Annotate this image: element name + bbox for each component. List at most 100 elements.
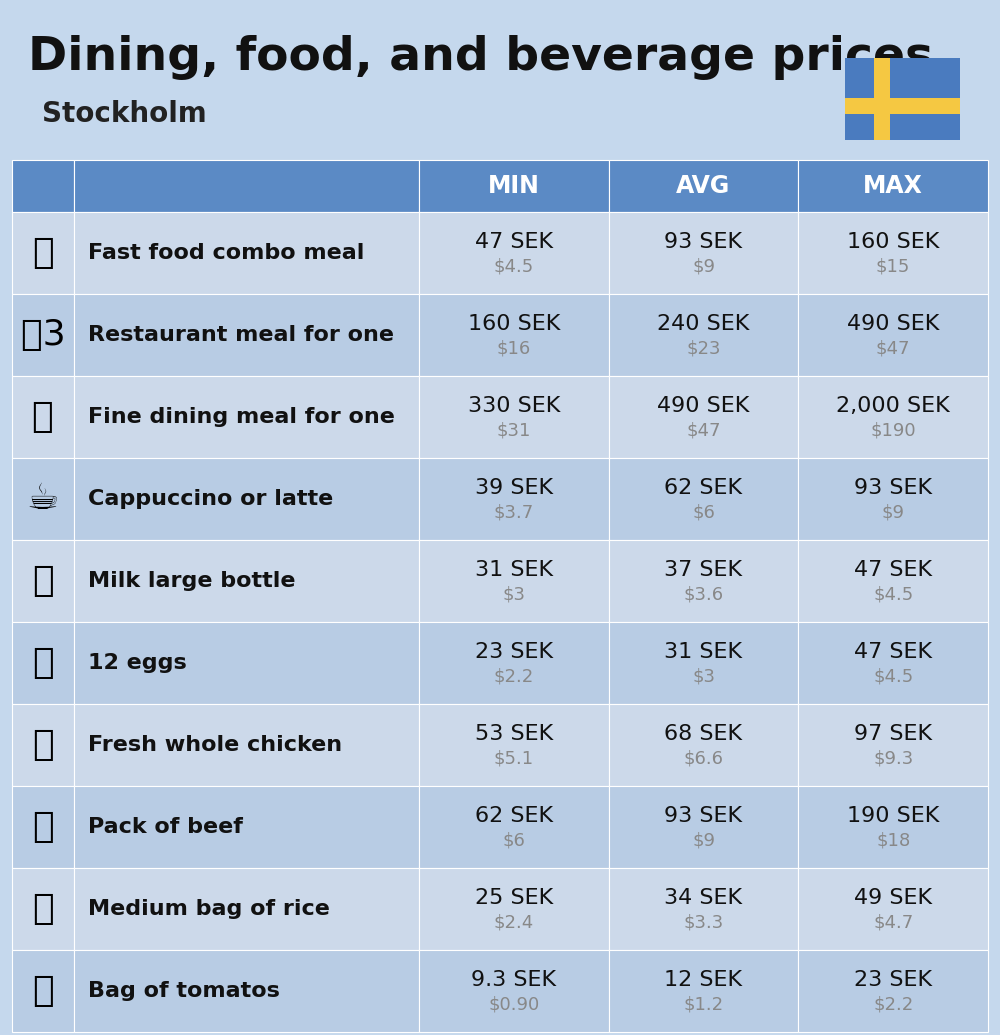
Text: Pack of beef: Pack of beef [88,817,243,837]
Bar [12,540,74,622]
Text: $6: $6 [692,503,715,521]
Text: $4.5: $4.5 [494,257,534,275]
Bar [798,704,988,786]
Bar [874,58,890,140]
Text: $23: $23 [686,339,721,357]
Bar [419,160,609,212]
Text: $3.3: $3.3 [683,913,724,932]
Text: 490 SEK: 490 SEK [847,314,939,334]
Bar [12,950,74,1032]
Bar [609,376,798,459]
Text: $9: $9 [692,257,715,275]
Text: $3.6: $3.6 [683,585,724,603]
Text: 49 SEK: 49 SEK [854,888,932,908]
Text: 🐔: 🐔 [32,728,54,762]
Text: $16: $16 [497,339,531,357]
Text: 240 SEK: 240 SEK [657,314,750,334]
Bar [12,868,74,950]
Bar [74,540,419,622]
Text: $190: $190 [870,421,916,439]
Text: $31: $31 [497,421,531,439]
Text: $9: $9 [692,831,715,849]
Bar [74,376,419,459]
Text: $15: $15 [876,257,910,275]
Text: Fast food combo meal: Fast food combo meal [88,243,364,263]
Bar [798,950,988,1032]
Text: $4.7: $4.7 [873,913,913,932]
Text: 47 SEK: 47 SEK [854,560,932,580]
Text: AVG: AVG [676,174,731,198]
Text: 47 SEK: 47 SEK [475,232,553,252]
Text: 12 eggs: 12 eggs [88,653,187,673]
Text: 2,000 SEK: 2,000 SEK [836,396,950,416]
Text: 53 SEK: 53 SEK [475,724,553,744]
Bar [419,868,609,950]
Bar [419,294,609,376]
Text: Bag of tomatos: Bag of tomatos [88,981,280,1001]
Bar [74,786,419,868]
Text: 🍚: 🍚 [32,892,54,926]
Text: Restaurant meal for one: Restaurant meal for one [88,325,394,345]
Text: Stockholm: Stockholm [42,100,207,128]
Text: 62 SEK: 62 SEK [664,478,743,498]
Bar [609,786,798,868]
Text: $2.4: $2.4 [494,913,534,932]
Bar [609,622,798,704]
Bar [845,97,960,114]
Text: 490 SEK: 490 SEK [657,396,750,416]
Text: 93 SEK: 93 SEK [664,232,743,252]
Text: Fine dining meal for one: Fine dining meal for one [88,407,395,427]
Text: 68 SEK: 68 SEK [664,724,743,744]
Bar [74,704,419,786]
Text: Medium bag of rice: Medium bag of rice [88,899,330,919]
Text: $47: $47 [876,339,910,357]
Bar [798,459,988,540]
Bar [74,950,419,1032]
Bar [798,622,988,704]
Bar [74,459,419,540]
Bar [74,212,419,294]
Text: 330 SEK: 330 SEK [468,396,560,416]
Text: 93 SEK: 93 SEK [664,806,743,826]
Bar [798,868,988,950]
Bar [798,540,988,622]
Text: $1.2: $1.2 [683,995,724,1013]
Bar [12,160,74,212]
Text: 34 SEK: 34 SEK [664,888,743,908]
Text: $3: $3 [502,585,525,603]
Text: 9.3 SEK: 9.3 SEK [471,970,556,990]
Text: $9: $9 [882,503,905,521]
Text: 🥩: 🥩 [32,810,54,844]
Bar [12,622,74,704]
Text: $3: $3 [692,667,715,685]
Bar [419,622,609,704]
Bar [12,459,74,540]
Bar [74,160,419,212]
Bar [74,868,419,950]
Bar [12,294,74,376]
Text: $4.5: $4.5 [873,585,913,603]
Text: 160 SEK: 160 SEK [847,232,939,252]
Text: 93 SEK: 93 SEK [854,478,932,498]
Bar [12,704,74,786]
Text: $4.5: $4.5 [873,667,913,685]
Bar [798,160,988,212]
Text: MIN: MIN [488,174,540,198]
Bar [609,868,798,950]
Text: MAX: MAX [863,174,923,198]
Bar [609,540,798,622]
Bar [12,786,74,868]
Bar [419,704,609,786]
Text: 47 SEK: 47 SEK [854,642,932,662]
Bar [609,212,798,294]
Text: 🥛: 🥛 [32,564,54,598]
Bar [12,212,74,294]
Bar [609,950,798,1032]
Text: Cappuccino or latte: Cappuccino or latte [88,489,333,509]
Text: 97 SEK: 97 SEK [854,724,932,744]
Text: 🥚: 🥚 [32,646,54,680]
Bar [74,294,419,376]
Text: 25 SEK: 25 SEK [475,888,553,908]
Text: 🍔: 🍔 [32,236,54,270]
Bar [798,376,988,459]
